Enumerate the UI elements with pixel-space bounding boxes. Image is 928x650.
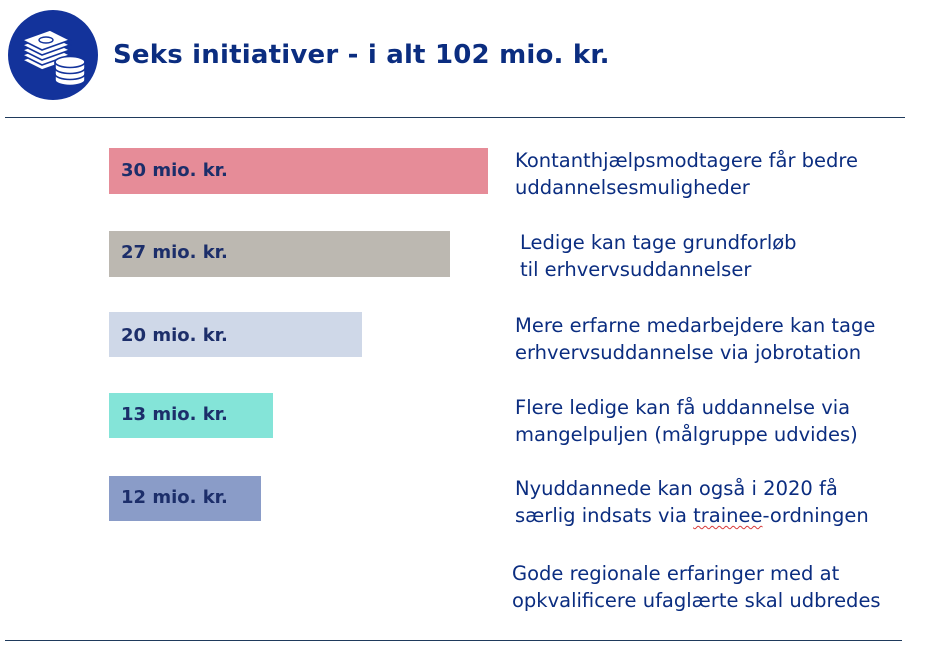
- initiative-description: Nyuddannede kan også i 2020 få særlig in…: [515, 475, 869, 529]
- description-line: uddannelsesmuligheder: [515, 176, 750, 199]
- description-line: Nyuddannede kan også i 2020 få: [515, 477, 838, 500]
- bar-30: [109, 148, 488, 194]
- bar-value-label: 13 mio. kr.: [121, 404, 228, 425]
- bar-13: [109, 393, 273, 438]
- description-fragment: særlig indsats via: [515, 504, 694, 527]
- description-line: Mere erfarne medarbejdere kan tage: [515, 314, 876, 337]
- bar-value-label: 12 mio. kr.: [121, 487, 228, 508]
- page-title: Seks initiativer - i alt 102 mio. kr.: [113, 40, 610, 70]
- description-line: opkvalificere ufaglærte skal udbredes: [512, 589, 881, 612]
- description-line: til erhvervsuddannelser: [520, 258, 752, 281]
- description-line: erhvervsuddannelse via jobrotation: [515, 341, 862, 364]
- top-divider: [5, 117, 905, 118]
- initiative-description: Gode regionale erfaringer med at opkvali…: [512, 560, 881, 614]
- bar-value-label: 30 mio. kr.: [121, 160, 228, 181]
- initiative-description: Flere ledige kan få uddannelse via mange…: [515, 394, 858, 448]
- money-stack-coins-icon: [8, 10, 98, 100]
- description-line: Flere ledige kan få uddannelse via: [515, 396, 851, 419]
- description-line: Kontanthjælpsmodtagere får bedre: [515, 149, 859, 172]
- bar-value-label: 27 mio. kr.: [121, 242, 228, 263]
- description-line: mangelpuljen (målgruppe udvides): [515, 423, 858, 446]
- spellcheck-marked-word: trainee: [693, 504, 763, 527]
- description-fragment: -ordningen: [762, 504, 869, 527]
- bar-12: [109, 476, 261, 521]
- bottom-divider: [5, 640, 902, 641]
- bar-value-label: 20 mio. kr.: [121, 325, 228, 346]
- bar-27: [109, 231, 450, 277]
- description-line: Ledige kan tage grundforløb: [520, 231, 797, 254]
- description-line: særlig indsats via trainee-ordningen: [515, 502, 869, 529]
- initiative-description: Ledige kan tage grundforløb til erhvervs…: [520, 229, 797, 283]
- description-line: Gode regionale erfaringer med at: [512, 562, 840, 585]
- initiative-description: Kontanthjælpsmodtagere får bedre uddanne…: [515, 147, 858, 201]
- initiative-description: Mere erfarne medarbejdere kan tage erhve…: [515, 312, 875, 366]
- bar-20: [109, 312, 362, 357]
